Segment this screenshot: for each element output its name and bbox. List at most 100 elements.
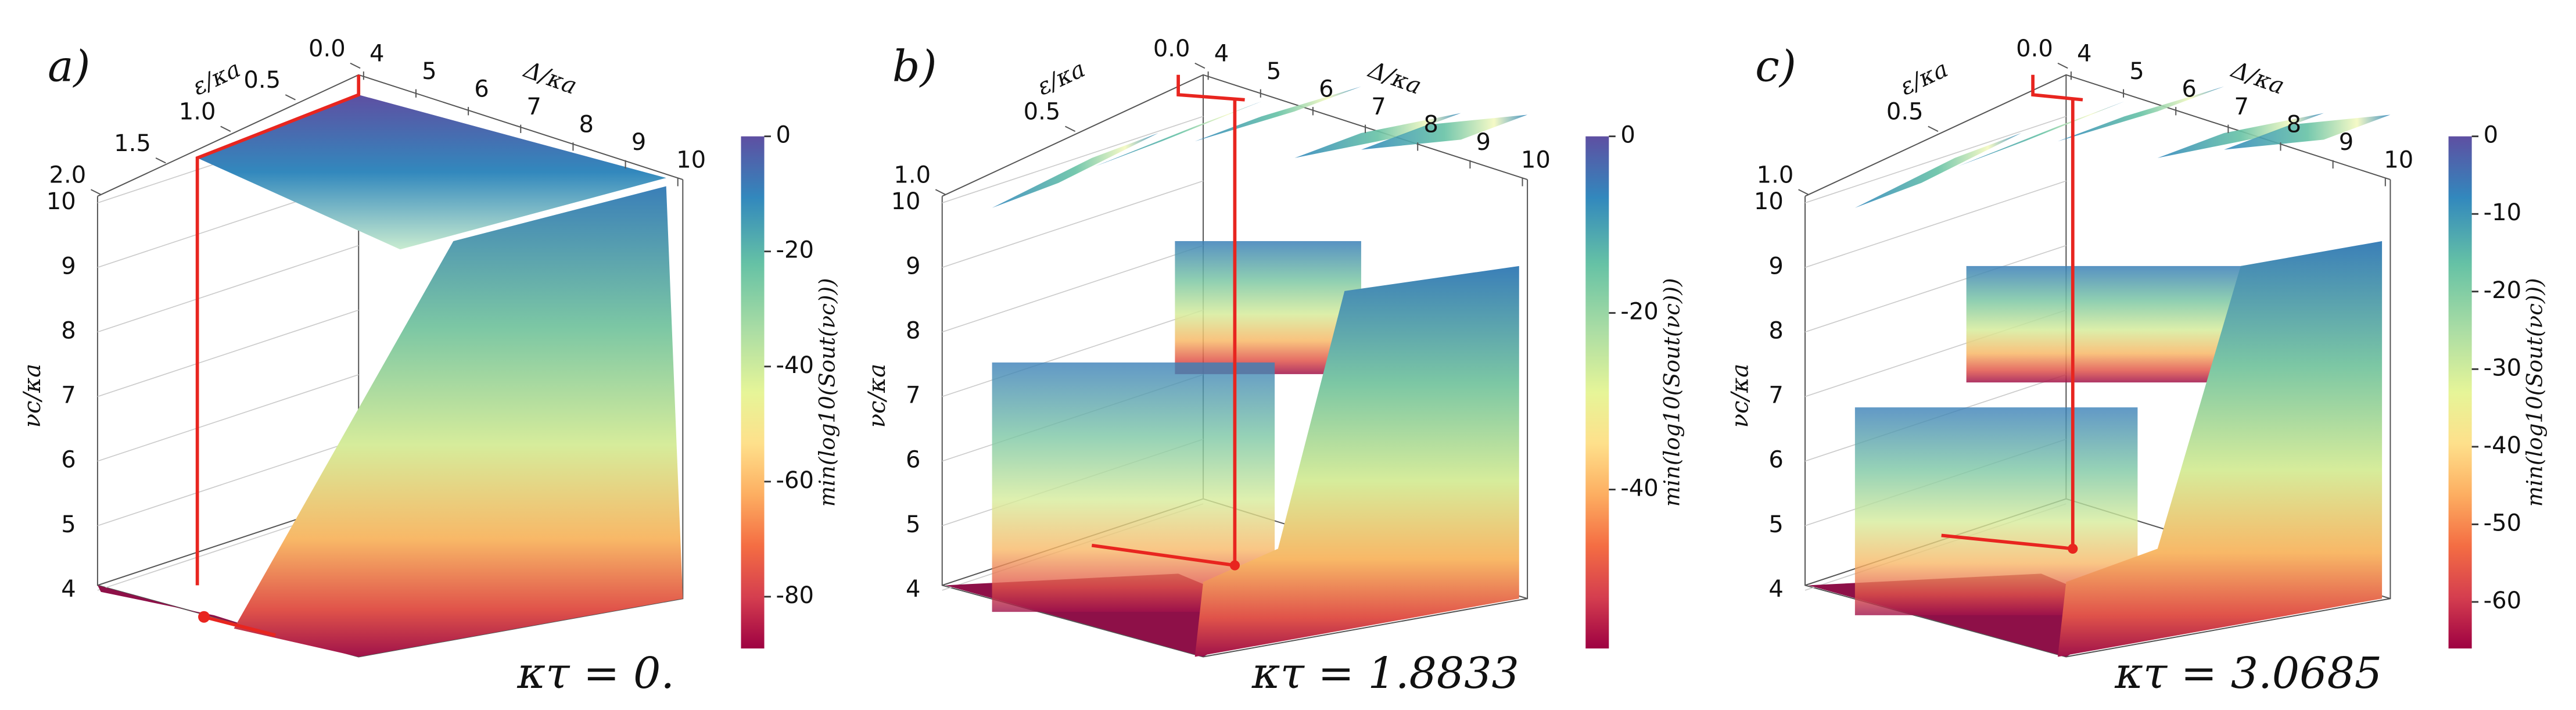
panel-label: a) xyxy=(48,41,90,92)
slope-surface xyxy=(234,186,683,657)
z-tick-label: 5 xyxy=(61,511,76,538)
colorbar-tick-label: -40 xyxy=(2484,432,2521,459)
annotation: κτ = 0. xyxy=(516,648,675,698)
z-tick-label: 7 xyxy=(61,382,76,409)
colorbar-tick-label: 0 xyxy=(776,122,791,149)
y-tick-label: 9 xyxy=(632,129,646,156)
y-tick-label: 6 xyxy=(2182,76,2196,102)
marker-dot xyxy=(198,611,210,623)
grid-line xyxy=(942,245,1204,333)
marker-line xyxy=(195,74,361,637)
x-tick xyxy=(935,189,946,195)
colorbar-tick-label: -40 xyxy=(1620,475,1658,502)
z-tick-label: 9 xyxy=(61,253,76,279)
x-tick xyxy=(350,62,361,69)
x-tick-label: 0.5 xyxy=(1886,99,1924,125)
z-tick-label: 6 xyxy=(906,447,920,474)
colorbar-tick-label: -20 xyxy=(776,237,814,264)
panel: 4 5 6 7 8 9 10 0.0 0.5 1.0 1.5 2.0 4 5 6 7 8 9 10 0 -20 -40 -6… xyxy=(19,35,839,698)
grid-line xyxy=(97,439,359,526)
y-tick-label: 10 xyxy=(676,147,706,174)
z-tick-label: 5 xyxy=(1768,511,1783,538)
marker-line xyxy=(1941,74,2083,551)
marker-dot xyxy=(2068,543,2078,554)
grid-line xyxy=(1804,180,2066,268)
x-tick xyxy=(91,189,102,195)
x-tick-label: 1.0 xyxy=(1757,162,1794,188)
y-tick-label: 6 xyxy=(1319,76,1333,102)
top-surface xyxy=(197,95,666,250)
colorbar xyxy=(2448,136,2472,649)
x-tick-label: 0.0 xyxy=(2016,35,2053,62)
y-tick-label: 9 xyxy=(1476,129,1491,156)
x-tick xyxy=(220,125,231,132)
top-stripe xyxy=(1095,101,1262,167)
z-tick-label: 7 xyxy=(906,382,920,409)
top-stripe xyxy=(992,132,1158,208)
y-tick-label: 7 xyxy=(526,94,541,120)
grid-line xyxy=(97,309,359,397)
x-tick-label: 0.5 xyxy=(1024,99,1061,125)
grid-line xyxy=(942,309,1204,397)
y-tick-label: 5 xyxy=(1267,58,1281,85)
panel: 4 5 6 7 8 9 10 0.0 0.5 1.0 4 5 6 7 8 9 10 0 -20 -40 b) κτ = 1… xyxy=(864,35,1684,698)
x-axis-label: ε/κa xyxy=(188,56,245,101)
colorbar xyxy=(1585,136,1609,649)
top-stripe xyxy=(1194,86,1361,142)
x-tick xyxy=(2057,62,2068,69)
x-tick-label: 0.0 xyxy=(308,35,346,62)
z-tick-label: 10 xyxy=(1754,188,1784,215)
grid-line xyxy=(942,116,1204,203)
colorbar-tick-label: -50 xyxy=(2484,510,2521,536)
colorbar-label: min(log10(Sout(νc))) xyxy=(1659,278,1684,507)
colorbar xyxy=(741,136,765,649)
y-tick-label: 8 xyxy=(579,112,594,138)
z-tick-label: 7 xyxy=(1768,382,1783,409)
annotation: κτ = 1.8833 xyxy=(1251,648,1519,698)
colorbar-tick-label: -20 xyxy=(1620,299,1658,325)
marker-dot xyxy=(1229,560,1240,571)
top-stripe xyxy=(1958,101,2125,167)
colorbar-tick-label: -80 xyxy=(776,582,814,609)
top-stripe xyxy=(1294,113,1461,158)
colorbar-tick-label: -10 xyxy=(2484,199,2521,226)
y-tick-label: 10 xyxy=(2384,147,2413,174)
x-tick-label: 1.5 xyxy=(114,130,151,157)
colorbar-tick-label: -40 xyxy=(776,352,814,379)
y-tick-label: 6 xyxy=(474,76,489,102)
z-tick-label: 9 xyxy=(906,253,920,279)
colorbar-tick-label: -60 xyxy=(2484,587,2521,614)
colorbar-tick-label: 0 xyxy=(2484,122,2498,149)
top-stripe xyxy=(1854,132,2022,208)
x-tick-label: 0.5 xyxy=(243,67,281,94)
slope-surface xyxy=(1194,266,1519,657)
z-tick-label: 10 xyxy=(891,188,921,215)
x-tick xyxy=(1065,125,1076,132)
colorbar-tick-label: -30 xyxy=(2484,354,2521,381)
grid-line xyxy=(942,180,1204,268)
grid-line xyxy=(97,374,359,462)
y-tick-label: 8 xyxy=(1423,112,1438,138)
x-axis-label: ε/κa xyxy=(1033,56,1089,101)
z-tick-label: 10 xyxy=(46,188,76,215)
z-tick-label: 5 xyxy=(906,511,920,538)
grid-line xyxy=(1804,245,2066,333)
y-tick-label: 8 xyxy=(2287,112,2301,138)
z-axis-label: νc/κa xyxy=(1727,364,1753,428)
z-axis-label: νc/κa xyxy=(19,364,46,428)
top-stripe xyxy=(1361,114,1528,150)
colorbar-label: min(log10(Sout(νc))) xyxy=(815,278,840,507)
y-tick-label: 4 xyxy=(369,40,384,67)
panel-label: b) xyxy=(892,41,937,92)
z-tick-label: 4 xyxy=(61,576,76,603)
x-axis-label: ε/κa xyxy=(1896,56,1953,101)
x-tick-label: 0.0 xyxy=(1153,35,1190,62)
colorbar-tick-label: -20 xyxy=(2484,277,2521,304)
z-tick-label: 8 xyxy=(906,317,920,344)
top-stripe xyxy=(2224,114,2391,150)
y-tick-label: 5 xyxy=(2129,58,2144,85)
z-tick-label: 6 xyxy=(1768,447,1783,474)
slope-surface xyxy=(2058,241,2383,657)
y-tick-label: 4 xyxy=(2077,40,2091,67)
